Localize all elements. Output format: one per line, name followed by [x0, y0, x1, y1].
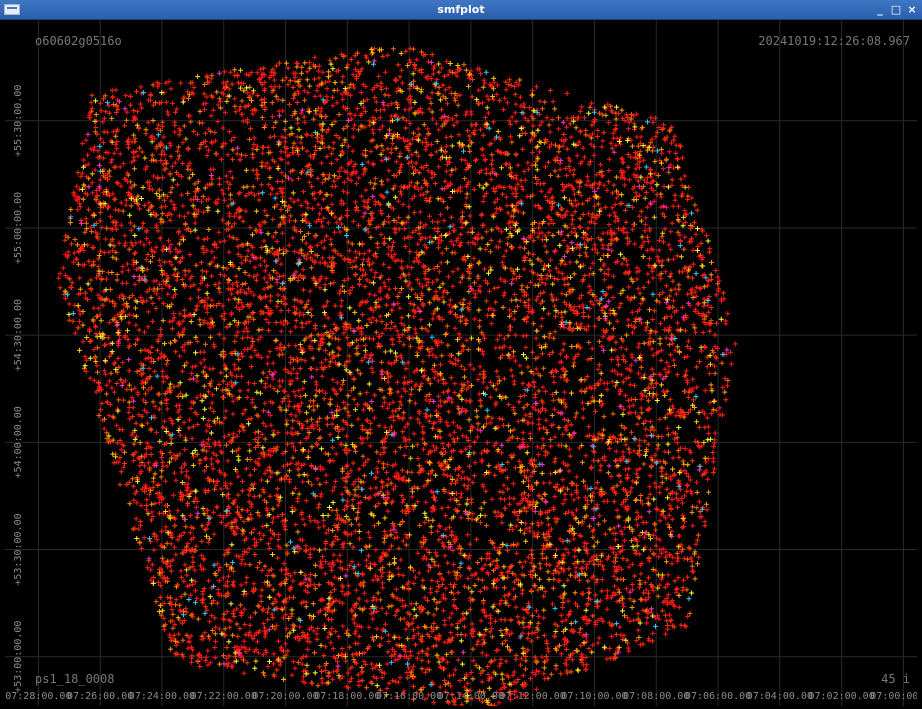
source-markers [56, 46, 738, 706]
x-tick-labels: 07:28:00.0007:26:00.0007:24:00.0007:22:0… [5, 691, 917, 702]
title-bar[interactable]: smfplot _ □ × [0, 0, 922, 20]
y-tick-label-1: +55:00:00.00 [13, 192, 24, 264]
x-tick-label-7: 07:14:00.00 [438, 691, 504, 702]
x-tick-label-14: 07:00:00.00 [870, 691, 917, 702]
marker-group-5 [65, 61, 726, 688]
marker-group-4 [66, 61, 724, 699]
corner-bottom-left: ps1_18_0008 [35, 672, 114, 686]
y-tick-label-5: +53:00:00.00 [13, 621, 24, 693]
x-tick-label-4: 07:20:00.00 [252, 691, 318, 702]
x-tick-label-8: 07:12:00.00 [500, 691, 566, 702]
x-tick-label-10: 07:08:00.00 [623, 691, 689, 702]
maximize-button[interactable]: □ [890, 3, 902, 16]
close-button[interactable]: × [907, 3, 917, 16]
corner-top-left: o60602g0516o [35, 34, 122, 48]
x-tick-label-2: 07:24:00.00 [129, 691, 195, 702]
x-tick-label-1: 07:26:00.00 [67, 691, 133, 702]
marker-group-6 [78, 58, 730, 669]
plot-area: 07:28:00.00 07:26:00.00 07:24:00.00 07:22:0… [5, 20, 917, 706]
window-controls: _ □ × [874, 0, 918, 20]
corner-top-right: 20241019:12:26:08.967 [758, 34, 910, 48]
y-tick-labels: +55:30:00.00 +55:00:00.00 +54:30:00.00 +54:… [13, 85, 24, 693]
scatter-plot: 07:28:00.0007:26:00.0007:24:00.0007:22:0… [5, 20, 917, 706]
window-menu-icon[interactable] [4, 4, 20, 15]
grid-lines [5, 20, 917, 706]
x-tick-label-13: 07:02:00.00 [809, 691, 875, 702]
y-tick-label-3: +54:00:00.00 [13, 406, 24, 478]
x-tick-label-5: 07:18:00.00 [314, 691, 380, 702]
y-tick-label-0: +55:30:00.00 [13, 85, 24, 157]
window-title: smfplot [437, 3, 485, 16]
minimize-button[interactable]: _ [877, 3, 883, 16]
x-tick-label-12: 07:04:00.00 [747, 691, 813, 702]
x-tick-label-3: 07:22:00.00 [191, 691, 257, 702]
x-tick-label-0: 07:28:00.00 [5, 691, 71, 702]
y-tick-label-2: +54:30:00.00 [13, 299, 24, 371]
x-tick-label-6: 07:16:00.00 [376, 691, 442, 702]
x-tick-label-9: 07:10:00.00 [561, 691, 627, 702]
marker-group-7 [62, 47, 715, 705]
marker-group-3 [56, 46, 738, 706]
y-tick-label-4: +53:30:00.00 [13, 513, 24, 585]
x-tick-label-11: 07:06:00.00 [685, 691, 751, 702]
corner-bottom-right: 45 i [881, 672, 910, 686]
